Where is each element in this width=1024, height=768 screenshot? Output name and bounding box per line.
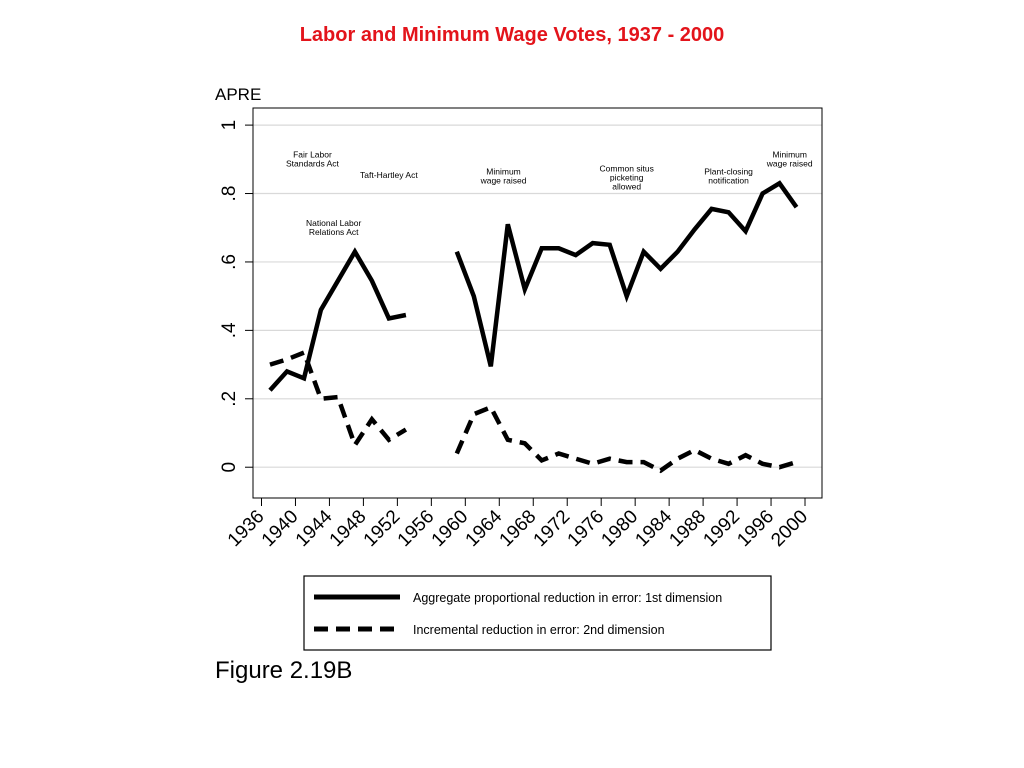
y-tick-label: .6: [219, 254, 240, 270]
x-tick-label: 1984: [631, 506, 676, 551]
x-tick-label: 1960: [428, 506, 473, 551]
annotation-label: picketing: [610, 172, 644, 182]
x-tick-label: 1948: [326, 506, 371, 551]
legend-label-series-1: Aggregate proportional reduction in erro…: [413, 591, 722, 605]
x-tick-label: 2000: [767, 506, 812, 551]
x-tick-label: 1968: [496, 506, 541, 551]
series-lines: [268, 180, 799, 474]
slide-title: Labor and Minimum Wage Votes, 1937 - 200…: [299, 24, 725, 46]
x-tick-label: 1992: [699, 506, 744, 551]
x-tick-label: 1956: [394, 506, 439, 551]
annotation-label: Fair Labor: [293, 150, 332, 160]
x-tick-label: 1944: [292, 506, 337, 551]
x-tick-label: 1996: [733, 506, 778, 551]
annotation-label: notification: [708, 176, 749, 186]
x-tick-label: 1952: [360, 506, 405, 551]
annotation-label: allowed: [612, 181, 641, 191]
series-1-line: [268, 247, 407, 392]
annotation-label: wage raised: [480, 176, 527, 186]
x-tick-label: 1972: [530, 506, 575, 551]
y-axis-label: APRE: [215, 85, 261, 104]
annotation-label: Common situs: [600, 163, 654, 173]
annotation-label: Relations Act: [309, 227, 359, 237]
legend-label-series-2: Incremental reduction in error: 2nd dime…: [413, 623, 665, 637]
annotation-label: National Labor: [306, 218, 361, 228]
x-tick-label: 1936: [224, 506, 269, 551]
annotation-label: Minimum: [772, 150, 806, 160]
x-tick-label: 1988: [665, 506, 710, 551]
y-tick-label: .4: [219, 322, 240, 338]
x-tick-label: 1940: [258, 506, 303, 551]
series-1-line: [454, 180, 799, 367]
y-tick-label: .2: [219, 391, 240, 407]
y-tick-label: 1: [219, 120, 240, 131]
x-tick-label: 1976: [564, 506, 609, 551]
y-tick-label: .8: [219, 186, 240, 202]
series-2-line: [269, 349, 408, 451]
x-tick-label: 1964: [462, 506, 507, 551]
annotation-label: Plant-closing: [704, 167, 753, 177]
figure-caption: Figure 2.19B: [215, 657, 353, 684]
legend-box: [303, 575, 772, 651]
legend: Aggregate proportional reduction in erro…: [303, 575, 772, 651]
x-tick-label: 1980: [597, 506, 642, 551]
series-2-line: [454, 404, 798, 474]
annotation-label: wage raised: [766, 159, 813, 169]
annotation-label: Taft-Hartley Act: [360, 170, 418, 180]
y-tick-label: 0: [219, 462, 240, 473]
annotation-label: Standards Act: [286, 159, 340, 169]
plot-area: [252, 107, 823, 499]
annotation-label: Minimum: [486, 167, 520, 177]
